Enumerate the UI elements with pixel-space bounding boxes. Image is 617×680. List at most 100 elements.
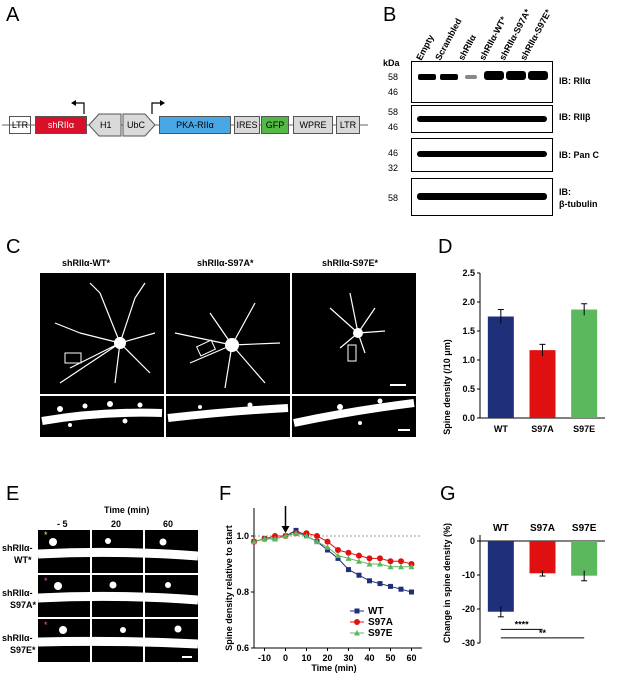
chart-f-point (356, 558, 362, 564)
blot3-marker-32: 32 (388, 163, 399, 173)
construct-ubc-label: UbC (127, 120, 146, 130)
chart-g-ytick-label: 0 (470, 536, 475, 546)
chart-d: Spine density (/10 μm) 0.0 0.5 1.0 1.5 2.0 2.… (442, 268, 605, 435)
construct-gfp: GFP (261, 116, 289, 134)
image-c-title-s97e: shRIIα-S97E* (322, 258, 379, 268)
blot-pan-c (411, 138, 553, 172)
chart-f-legend-marker (354, 608, 360, 614)
panel-label-d: D (438, 236, 453, 258)
chart-f-ytick-label: 0.6 (236, 643, 249, 653)
blot-rii-beta (411, 105, 553, 133)
chart-f-legend-label: S97E (368, 628, 393, 639)
chart-d-ytick-label: 2.0 (462, 297, 475, 307)
blot2-marker-46: 46 (388, 122, 399, 132)
chart-f-xtick-label: 0 (283, 653, 288, 663)
chart-f-point (314, 538, 320, 545)
chart-f: Spine density relative to start Time (mi… (224, 506, 422, 673)
panel-label-g: G (440, 483, 456, 505)
neuron-images (40, 273, 416, 437)
chart-f-point (398, 586, 404, 592)
blot1-label: IB: RIIα (559, 76, 591, 86)
chart-d-ytick-label: 0.0 (462, 413, 475, 423)
chart-f-series-line (253, 532, 412, 568)
chart-g-bar (529, 541, 556, 574)
chart-d-bar (487, 316, 514, 418)
chart-d-bar (529, 350, 556, 418)
construct-wpre: WPRE (293, 116, 333, 134)
chart-g-ytick-label: -10 (462, 570, 475, 580)
e-time-3: 60 (163, 519, 174, 529)
chart-f-point (387, 563, 394, 570)
chart-f-series-line (253, 532, 412, 565)
blot-beta-tubulin (411, 178, 553, 216)
chart-d-category-label: S97E (573, 424, 595, 434)
chart-g-bar (571, 541, 598, 576)
chart-f-point (408, 563, 415, 570)
chart-f-xtick-label: 50 (385, 653, 395, 663)
chart-f-point (335, 547, 341, 553)
blot4-label: IB: (559, 187, 571, 197)
chart-f-xtick-label: 40 (364, 653, 374, 663)
construct-ubc-arrow (122, 113, 156, 137)
e-time-2: 20 (111, 519, 122, 529)
chart-f-point (345, 549, 352, 556)
chart-f-point (377, 581, 383, 587)
construct-shrna: shRIIα (35, 116, 87, 134)
chart-g-category-label: S97E (572, 523, 597, 534)
blot2-marker-58: 58 (388, 107, 399, 117)
time-lapse-images: * * * (38, 530, 198, 662)
chart-g-ytick-label: -20 (462, 604, 475, 614)
chart-f-point (335, 555, 341, 561)
chart-g-category-label: S97A (530, 523, 555, 534)
chart-f-point (324, 538, 331, 545)
chart-f-xtick-label: -10 (258, 653, 271, 663)
chart-f-legend-label: WT (368, 606, 384, 617)
blot3-label: IB: Pan C (559, 150, 600, 160)
chart-f-point (409, 589, 414, 595)
chart-g-ylabel: Change in spine density (%) (442, 523, 452, 643)
chart-d-category-label: S97A (531, 424, 554, 434)
construct-ires: IRES (234, 116, 260, 134)
chart-f-legend-marker (354, 630, 360, 636)
chart-f-point (398, 558, 404, 565)
chart-d-category-label: WT (494, 424, 508, 434)
chart-f-point (325, 547, 330, 553)
chart-f-arrow-head (281, 526, 290, 533)
chart-f-xtick-label: 10 (301, 653, 311, 663)
construct-ltr-right: LTR (336, 116, 360, 134)
kda-label: kDa (383, 58, 400, 68)
chart-f-point (377, 555, 383, 562)
blot-rii-alpha (411, 61, 553, 103)
e-row2-label2: S97A* (10, 600, 37, 610)
e-time-1: - 5 (57, 519, 68, 529)
chart-f-xtick-label: 30 (343, 653, 353, 663)
chart-f-point (345, 555, 352, 561)
chart-d-ytick-label: 1.0 (462, 355, 475, 365)
chart-f-ylabel: Spine density relative to start (224, 525, 234, 651)
chart-g-sig-label-1: **** (515, 619, 530, 629)
lane-label-empty: Empty (414, 33, 436, 62)
construct-pka: PKA-RIIα (159, 116, 231, 134)
blot3-marker-46: 46 (388, 148, 399, 158)
blot1-marker-46: 46 (388, 87, 399, 97)
chart-f-point (293, 530, 299, 536)
chart-f-point (314, 533, 320, 539)
chart-f-point (388, 583, 393, 589)
panel-label-c: C (6, 236, 21, 258)
chart-f-legend-label: S97A (368, 617, 393, 628)
blot2-label: IB: RIIβ (559, 112, 591, 122)
chart-f-xlabel: Time (min) (311, 663, 356, 673)
chart-f-point (366, 561, 373, 567)
svg-text:*: * (44, 576, 48, 586)
svg-text:*: * (44, 530, 48, 540)
chart-f-ytick-label: 1.0 (236, 531, 249, 541)
blot4-marker-58: 58 (388, 193, 399, 203)
chart-g-bar (487, 541, 514, 612)
chart-f-point (346, 567, 351, 573)
image-c-title-s97a: shRIIα-S97A* (197, 258, 254, 268)
chart-f-point (335, 552, 341, 559)
e-row2-label1: shRIIα- (2, 588, 33, 598)
chart-f-point (303, 533, 310, 539)
chart-f-xtick-label: 20 (322, 653, 332, 663)
chart-f-point (282, 533, 289, 539)
